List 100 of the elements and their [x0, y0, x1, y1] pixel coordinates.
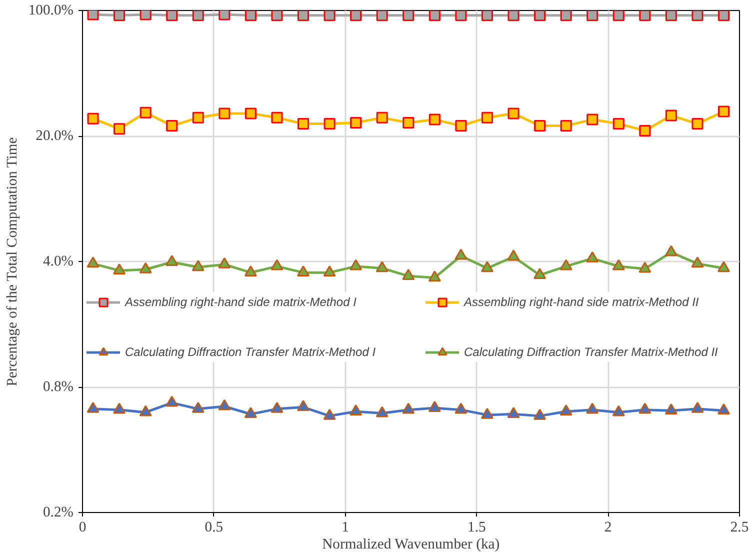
- point: [717, 404, 730, 415]
- point: [139, 405, 152, 416]
- point: [270, 402, 284, 413]
- point: [638, 262, 652, 273]
- y-tick-label: 0.8%: [42, 379, 74, 395]
- x-tick-label: 1.5: [468, 520, 486, 536]
- point: [86, 256, 100, 268]
- point: [402, 268, 415, 280]
- point: [455, 120, 467, 132]
- point: [323, 408, 336, 420]
- point: [87, 112, 99, 124]
- point: [428, 10, 440, 22]
- point: [114, 123, 126, 135]
- point: [402, 10, 414, 22]
- x-tick-label: 2: [604, 520, 612, 536]
- point: [323, 265, 336, 277]
- point: [350, 117, 362, 129]
- point: [166, 396, 178, 407]
- point: [113, 263, 126, 275]
- point: [507, 250, 520, 261]
- y-axis-title: Percentage of the Total Computation Time: [4, 137, 20, 386]
- point: [718, 106, 730, 118]
- point: [324, 10, 336, 22]
- point: [454, 248, 468, 260]
- point: [612, 259, 625, 270]
- point: [665, 10, 677, 22]
- point: [692, 10, 704, 22]
- legend-label: Assembling right-hand side matrix-Method I: [125, 295, 358, 309]
- point: [270, 259, 284, 270]
- point: [192, 402, 204, 413]
- legend-label: Assembling right-hand side matrix-Method II: [464, 295, 700, 309]
- point: [560, 10, 572, 22]
- x-axis-title: Normalized Wavenumber (ka): [322, 536, 500, 552]
- x-tick-label: 1: [342, 520, 349, 536]
- point: [140, 10, 152, 20]
- point: [692, 118, 704, 130]
- point: [140, 106, 152, 118]
- point: [86, 402, 100, 413]
- point: [612, 405, 625, 416]
- point: [586, 402, 599, 414]
- point: [402, 117, 414, 129]
- point: [428, 114, 440, 126]
- point: [480, 408, 494, 419]
- point: [508, 108, 520, 120]
- y-tick-label: 100.0%: [28, 2, 74, 18]
- point: [507, 407, 520, 418]
- point: [508, 10, 520, 22]
- point: [297, 265, 310, 277]
- point: [560, 120, 572, 132]
- point: [481, 10, 493, 22]
- point: [297, 400, 310, 412]
- point: [271, 112, 283, 124]
- point: [639, 124, 651, 136]
- point: [665, 110, 677, 122]
- y-tick-label: 20.0%: [36, 128, 74, 144]
- point: [717, 261, 730, 272]
- x-tick-label: 2.5: [730, 520, 749, 536]
- point: [664, 245, 678, 256]
- point: [402, 402, 415, 414]
- point: [218, 10, 230, 20]
- point: [534, 120, 546, 132]
- point: [454, 402, 468, 414]
- point: [481, 112, 493, 124]
- x-tick-label: 0.5: [204, 520, 224, 536]
- point: [166, 120, 178, 132]
- point: [218, 399, 231, 410]
- point: [718, 10, 730, 22]
- point: [560, 259, 572, 270]
- point: [534, 10, 546, 22]
- point: [691, 402, 704, 413]
- legend-label: Calculating Diffraction Transfer Matrix-Method I: [125, 345, 377, 359]
- point: [639, 10, 651, 22]
- y-tick-label: 4.0%: [42, 254, 74, 270]
- point: [218, 257, 231, 268]
- point: [192, 260, 204, 272]
- point: [87, 10, 99, 20]
- point: [376, 261, 388, 272]
- point: [218, 108, 230, 120]
- point: [271, 10, 283, 22]
- point: [114, 10, 126, 22]
- point: [350, 259, 362, 270]
- point: [244, 265, 257, 277]
- point: [113, 402, 126, 414]
- point: [324, 118, 336, 130]
- point: [480, 261, 494, 272]
- point: [350, 404, 362, 416]
- point: [586, 251, 599, 262]
- point: [139, 262, 152, 274]
- point: [244, 10, 256, 22]
- point: [612, 118, 624, 130]
- point: [428, 400, 441, 412]
- point: [586, 10, 598, 22]
- point: [560, 404, 572, 416]
- point: [534, 268, 546, 280]
- point: [691, 256, 704, 268]
- point: [376, 406, 388, 418]
- point: [376, 112, 388, 124]
- point: [192, 112, 204, 124]
- point: [586, 114, 598, 126]
- legend-label: Calculating Diffraction Transfer Matrix-Method II: [464, 345, 719, 359]
